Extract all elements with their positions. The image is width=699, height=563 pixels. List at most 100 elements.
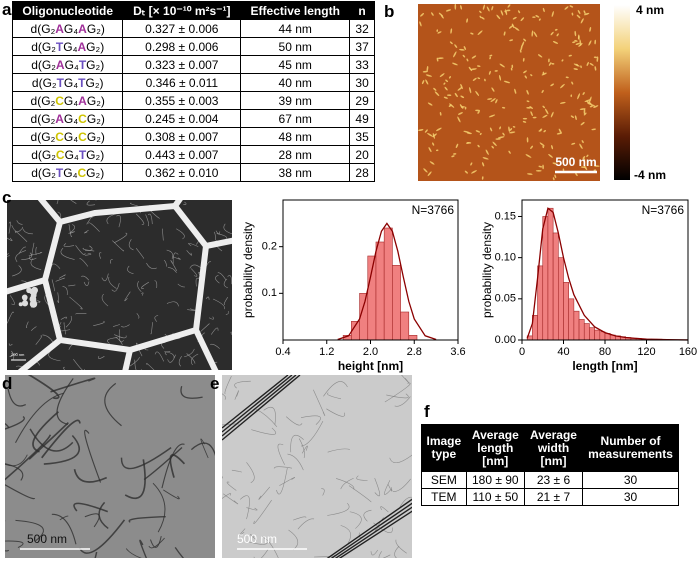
sem-fiber (12, 265, 22, 277)
afm-fibril (538, 18, 541, 21)
sem-fiber (176, 228, 185, 240)
base-letter: G (85, 75, 95, 90)
base-letter: ( (37, 57, 42, 72)
sem-fiber (11, 225, 23, 232)
sem-fiber (118, 329, 124, 343)
tem-fiber (387, 484, 393, 492)
sem-fiber (217, 272, 227, 281)
sem-fiber (42, 334, 54, 343)
tem-fiber (128, 516, 166, 523)
base-letter: T (78, 75, 86, 90)
tem-fiber (380, 506, 389, 513)
afm-fibril (543, 130, 547, 133)
tem-fiber (276, 467, 288, 495)
table-cell: 20 (349, 145, 375, 164)
tem-fiber (120, 447, 172, 470)
histogram-bar (552, 232, 559, 341)
histogram-bar (375, 241, 385, 341)
table-cell: d(G₂CG₄TG₂) (11, 145, 124, 164)
afm-fibril (551, 11, 554, 18)
grid-edge (334, 506, 412, 558)
afm-fibril (475, 109, 481, 112)
sem-fiber (127, 265, 134, 274)
base-letter: ₄ (73, 129, 79, 144)
sem-fiber (55, 277, 65, 282)
afm-fibril (538, 165, 543, 168)
sem-fiber (35, 335, 43, 345)
base-letter: G (63, 21, 74, 36)
afm-fibril (526, 106, 531, 109)
base-letter: ₂ (94, 75, 100, 90)
sem-fiber (7, 252, 10, 257)
afm-fibril (432, 133, 435, 139)
histogram-bar (542, 216, 549, 341)
afm-fibril (504, 10, 507, 13)
tem-fiber (239, 495, 250, 520)
sem-fiber (83, 281, 90, 287)
afm-fibril (497, 136, 505, 139)
base-letter: G (63, 93, 74, 108)
afm-fibril (539, 142, 545, 147)
base-letter: G (86, 165, 96, 180)
grid-edge (338, 510, 412, 558)
tem-fiber (180, 386, 203, 399)
sem-fiber (111, 283, 120, 292)
tem-fiber (73, 502, 109, 513)
base-letter: C (77, 165, 87, 180)
sem-fiber (212, 298, 226, 310)
table-cell: d(G₂AG₄AG₂) (11, 19, 124, 38)
base-letter: A (78, 21, 87, 36)
afm-fibril (519, 49, 522, 53)
base-letter: G (86, 21, 97, 36)
tem-image-e: 500 nm (222, 375, 412, 558)
afm-fibril (593, 165, 600, 167)
sem-fiber (205, 296, 210, 300)
sem-fiber (31, 242, 35, 255)
base-letter: ( (37, 39, 42, 54)
table-cell: 0.443 ± 0.007 (122, 145, 242, 164)
sem-fiber (65, 315, 72, 328)
tem-fiber (5, 484, 36, 500)
sem-fiber (19, 246, 27, 254)
sem-fiber (84, 229, 89, 234)
panel-label: e (210, 374, 220, 393)
sem-fiber (14, 231, 28, 242)
afm-fibril (564, 6, 569, 10)
scale-bar-label: 200 nm (11, 352, 25, 357)
afm-fibril (489, 56, 492, 60)
afm-fibril (583, 158, 586, 161)
table-cell: d(G₂CG₄CG₂) (11, 127, 124, 146)
tem-fiber (246, 462, 255, 483)
tem-fiber (378, 551, 391, 558)
grid-edge (326, 498, 412, 558)
y-tick-label: 0.2 (262, 241, 277, 253)
header-row: Image type Average length [nm] Average wid… (421, 424, 679, 472)
base-letter: d (30, 129, 38, 144)
table-cell: 28 nm (240, 145, 351, 164)
tem-fiber (231, 469, 242, 473)
afm-fibril (489, 54, 493, 57)
tem-fiber (349, 511, 362, 529)
tem-fiber (384, 480, 392, 495)
base-letter: C (55, 93, 64, 108)
afm-fibril (576, 14, 581, 19)
sem-fiber (167, 354, 176, 363)
afm-fibril (466, 141, 472, 144)
afm-fibril (573, 63, 580, 67)
afm-fibril (565, 76, 569, 79)
afm-fibril (583, 12, 590, 16)
table-cell: 45 nm (240, 55, 351, 74)
base-letter: d (31, 75, 39, 90)
afm-fibril (594, 39, 597, 45)
afm-fibril (508, 131, 516, 134)
tem-fiber (340, 477, 354, 490)
afm-fibril (427, 171, 432, 177)
afm-fibril (589, 105, 593, 108)
base-letter: ₂ (51, 75, 57, 90)
base-letter: C (55, 147, 65, 162)
sem-fiber (9, 352, 18, 358)
afm-fibril (548, 153, 553, 158)
tem-fiber (239, 528, 246, 536)
afm-fibril (524, 75, 527, 79)
afm-fibril (527, 173, 533, 175)
